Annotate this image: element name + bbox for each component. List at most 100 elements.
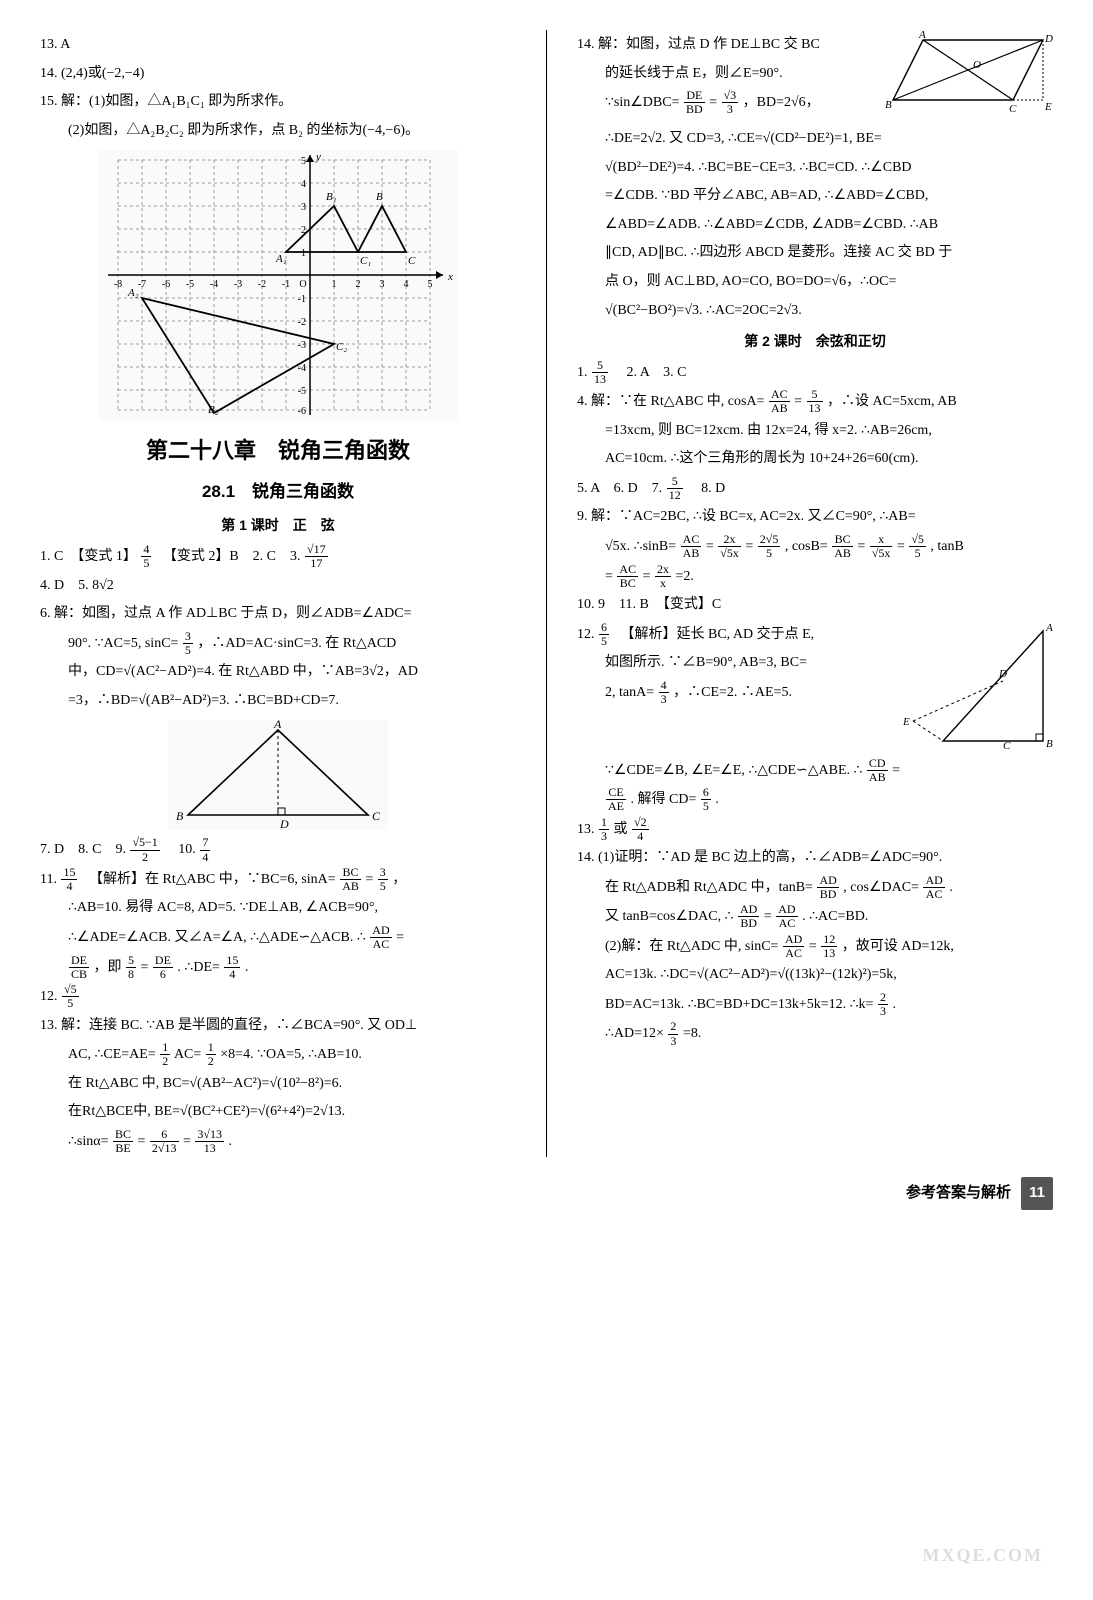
page-number: 11 <box>1021 1177 1053 1210</box>
b4-a: 4. 解：∵在 Rt△ABC 中, cosA= ACAB = 513 ，∴设 A… <box>577 388 1053 416</box>
b14-e: AC=13k. ∴DC=√(AC²−AD²)=√((13k)²−(12k)²)=… <box>577 962 1053 989</box>
svg-text:D: D <box>279 817 289 830</box>
svg-text:B: B <box>885 99 892 111</box>
r14-f: =∠CDB. ∵BD 平分∠ABC, AB=AD, ∴∠ABD=∠CBD, <box>577 183 1053 210</box>
frac: 45 <box>141 543 151 570</box>
row-7-10: 7. D 8. C 9. √5−12 10. 74 <box>40 836 516 864</box>
svg-text:O: O <box>299 279 306 290</box>
svg-text:-2: -2 <box>258 279 266 290</box>
svg-text:-3: -3 <box>234 279 242 290</box>
svg-text:2: 2 <box>356 279 361 290</box>
svg-text:C: C <box>1003 740 1011 751</box>
svg-text:3: 3 <box>301 202 306 213</box>
svg-text:3: 3 <box>380 279 385 290</box>
svg-text:B: B <box>1046 738 1053 750</box>
svg-text:O: O <box>973 59 981 71</box>
svg-text:y: y <box>315 151 321 163</box>
b9-c: = ACBC = 2xx =2. <box>577 563 1053 591</box>
subsection-1: 第 1 课时 正 弦 <box>40 512 516 539</box>
rhombus-figure: A D B C E O <box>883 30 1053 120</box>
q6-b: 90°. ∵AC=5, sinC= 35 ，∴AD=AC·sinC=3. 在 R… <box>40 630 516 658</box>
svg-text:B: B <box>176 809 184 823</box>
b9-a: 9. 解：∵AC=2BC, ∴设 BC=x, AC=2x. 又∠C=90°, ∴… <box>577 504 1053 531</box>
svg-text:-4: -4 <box>210 279 218 290</box>
svg-text:E: E <box>1044 101 1052 113</box>
ans-15a: 15. 解：(1)如图，△A₁B₁C₁ 即为所求作。 <box>40 89 516 116</box>
frac: √1717 <box>305 543 328 570</box>
svg-text:C: C <box>372 809 381 823</box>
q13-e: ∴sinα= BCBE = 62√13 = 3√1313 . <box>40 1128 516 1156</box>
svg-text:B₁: B₁ <box>326 191 337 203</box>
b14-d: (2)解：在 Rt△ADC 中, sinC= ADAC = 1213 ，故可设 … <box>577 933 1053 961</box>
svg-text:B₂: B₂ <box>208 404 219 416</box>
q11-d: ∴∠ADE=∠ACB. 又∠A=∠A, ∴△ADE∽△ACB. ∴ ADAC = <box>40 924 516 952</box>
svg-text:5: 5 <box>428 279 433 290</box>
q6-c: 中，CD=√(AC²−AD²)=4. 在 Rt△ABD 中，∵AB=3√2，AD <box>40 659 516 686</box>
svg-text:4: 4 <box>301 179 306 190</box>
watermark: MXQE.COM <box>923 1538 1043 1572</box>
svg-text:-6: -6 <box>298 406 306 417</box>
triangle-figure-2: A B C D E <box>903 621 1053 751</box>
svg-text:D: D <box>998 668 1007 680</box>
b14-g: ∴AD=12× 23 =8. <box>577 1020 1053 1048</box>
svg-text:D: D <box>1044 33 1053 45</box>
r14-e: √(BD²−DE²)=4. ∴BC=BE−CE=3. ∴BC=CD. ∴∠CBD <box>577 155 1053 182</box>
svg-text:A: A <box>1045 622 1053 634</box>
r14-d: ∴DE=2√2. 又 CD=3, ∴CE=√(CD²−DE²)=1, BE= <box>577 126 1053 153</box>
section-title: 28.1 锐角三角函数 <box>40 476 516 508</box>
left-column: 13. A 14. (2,4)或(−2,−4) 15. 解：(1)如图，△A₁B… <box>40 30 516 1157</box>
row-b5-8: 5. A 6. D 7. 512 8. D <box>577 475 1053 503</box>
svg-text:C₁: C₁ <box>360 255 371 267</box>
r14-j: √(BC²−BO²)=√3. ∴AC=2OC=2√3. <box>577 298 1053 325</box>
q13-a: 13. 解：连接 BC. ∵AB 是半圆的直径，∴∠BCA=90°. 又 OD⊥ <box>40 1013 516 1040</box>
ans-14: 14. (2,4)或(−2,−4) <box>40 61 516 88</box>
svg-text:A: A <box>273 720 282 731</box>
b14-b: 在 Rt△ADB和 Rt△ADC 中，tanB= ADBD , cos∠DAC=… <box>577 874 1053 902</box>
b14-f: BD=AC=13k. ∴BC=BD+DC=13k+5k=12. ∴k= 23 . <box>577 991 1053 1019</box>
ans-15b: (2)如图，△A₂B₂C₂ 即为所求作，点 B₂ 的坐标为(−4,−6)。 <box>40 118 516 145</box>
svg-text:-1: -1 <box>298 294 306 305</box>
page-columns: 13. A 14. (2,4)或(−2,−4) 15. 解：(1)如图，△A₁B… <box>40 30 1053 1157</box>
ans-13: 13. A <box>40 32 516 59</box>
svg-text:-7: -7 <box>138 279 146 290</box>
svg-text:A₂: A₂ <box>127 287 139 299</box>
b9-b: √5x. ∴sinB= ACAB = 2x√5x = 2√55 , cosB= … <box>577 533 1053 561</box>
q6-a: 6. 解：如图，过点 A 作 AD⊥BC 于点 D，则∠ADB=∠ADC= <box>40 601 516 628</box>
svg-text:C₂: C₂ <box>336 341 347 353</box>
grid-figure: x y -8-7-6-5-4-3-2-1O12345 54321 -1-2-3-… <box>98 150 458 420</box>
svg-text:-2: -2 <box>298 317 306 328</box>
b14-c: 又 tanB=cos∠DAC, ∴ ADBD = ADAC . ∴AC=BD. <box>577 903 1053 931</box>
b4-c: AC=10cm. ∴这个三角形的周长为 10+24+26=60(cm). <box>577 446 1053 473</box>
footer-label: 参考答案与解析 <box>906 1184 1011 1201</box>
q13-d: 在Rt△BCE中, BE=√(BC²+CE²)=√(6²+4²)=2√13. <box>40 1099 516 1126</box>
b14-a: 14. (1)证明：∵AD 是 BC 边上的高，∴∠ADB=∠ADC=90°. <box>577 845 1053 872</box>
svg-text:B: B <box>376 191 383 203</box>
svg-text:-5: -5 <box>186 279 194 290</box>
b4-b: =13xcm, 则 BC=12xcm. 由 12x=24, 得 x=2. ∴AB… <box>577 418 1053 445</box>
subsection-2: 第 2 课时 余弦和正切 <box>577 328 1053 355</box>
chapter-title: 第二十八章 锐角三角函数 <box>40 430 516 472</box>
q11-e: DECB ，即 58 = DE6 . ∴DE= 154 . <box>40 954 516 982</box>
row-4-5: 4. D 5. 8√2 <box>40 573 516 600</box>
q13-c: 在 Rt△ABC 中, BC=√(AB²−AC²)=√(10²−8²)=6. <box>40 1071 516 1098</box>
row-b1-3: 1. 513 2. A 3. C <box>577 359 1053 387</box>
svg-text:C: C <box>408 255 416 267</box>
triangle-figure-1: A B C D <box>168 720 388 830</box>
r14-h: ∥CD, AD∥BC. ∴四边形 ABCD 是菱形。连接 AC 交 BD 于 <box>577 240 1053 267</box>
svg-text:C: C <box>1009 103 1017 115</box>
row-b10-11: 10. 9 11. B 【变式】C <box>577 592 1053 619</box>
svg-text:-1: -1 <box>282 279 290 290</box>
svg-text:5: 5 <box>301 156 306 167</box>
svg-text:E: E <box>903 716 910 728</box>
page-footer: 参考答案与解析 11 <box>40 1177 1053 1210</box>
b13: 13. 13 或 √24 <box>577 816 1053 844</box>
b12-e: ∵∠CDE=∠B, ∠E=∠E, ∴△CDE∽△ABE. ∴ CDAB = <box>577 757 1053 785</box>
row-1-3: 1. C 【变式 1】 45 【变式 2】B 2. C 3. √1717 <box>40 543 516 571</box>
svg-text:-5: -5 <box>298 386 306 397</box>
svg-text:4: 4 <box>404 279 409 290</box>
svg-text:1: 1 <box>332 279 337 290</box>
q6-d: =3，∴BD=√(AB²−AD²)=3. ∴BC=BD+CD=7. <box>40 688 516 715</box>
r14-i: 点 O，则 AC⊥BD, AO=CO, BO=DO=√6，∴OC= <box>577 269 1053 296</box>
svg-text:A: A <box>918 30 926 41</box>
q12: 12. √55 <box>40 983 516 1011</box>
